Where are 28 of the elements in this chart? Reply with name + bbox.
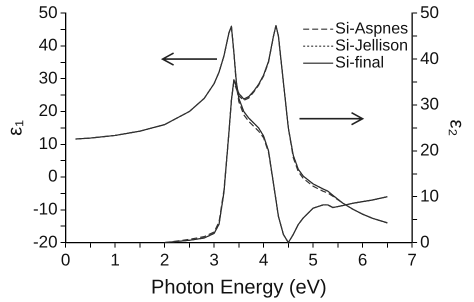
x-tick-label: 6 <box>358 250 368 270</box>
y2-tick-label: 0 <box>420 232 430 252</box>
y2-tick-label: 50 <box>420 2 440 22</box>
x-tick-label: 5 <box>308 250 318 270</box>
x-axis-title: Photon Energy (eV) <box>151 276 327 299</box>
y2-tick-label: 10 <box>420 186 440 206</box>
x-tick-label: 4 <box>258 250 268 270</box>
legend-label: Si-Jellison <box>335 38 408 55</box>
legend-label: Si-Aspnes <box>335 20 408 38</box>
y-tick-label: 50 <box>38 2 58 22</box>
y-tick-label: -10 <box>32 200 58 219</box>
y-tick-label: 30 <box>38 68 58 88</box>
legend-label: Si-final <box>335 54 384 72</box>
x-tick-label: 3 <box>209 250 219 270</box>
y2-tick-label: 30 <box>420 94 440 114</box>
y-tick-label: 10 <box>38 134 58 153</box>
y-tick-label: -20 <box>32 232 58 252</box>
y-tick-label: 20 <box>38 101 58 120</box>
y-tick-label: 0 <box>48 166 58 186</box>
x-tick-label: 1 <box>110 250 120 270</box>
x-tick-label: 2 <box>160 250 170 270</box>
y2-tick-label: 20 <box>420 140 440 160</box>
y2-tick-label: 40 <box>420 48 440 68</box>
y2-axis-title: ε₂ <box>445 120 468 136</box>
x-tick-label: 7 <box>407 250 417 270</box>
y-axis-title: ε₁ <box>4 120 27 136</box>
y-tick-label: 40 <box>38 36 58 55</box>
x-tick-label: 0 <box>60 250 70 270</box>
